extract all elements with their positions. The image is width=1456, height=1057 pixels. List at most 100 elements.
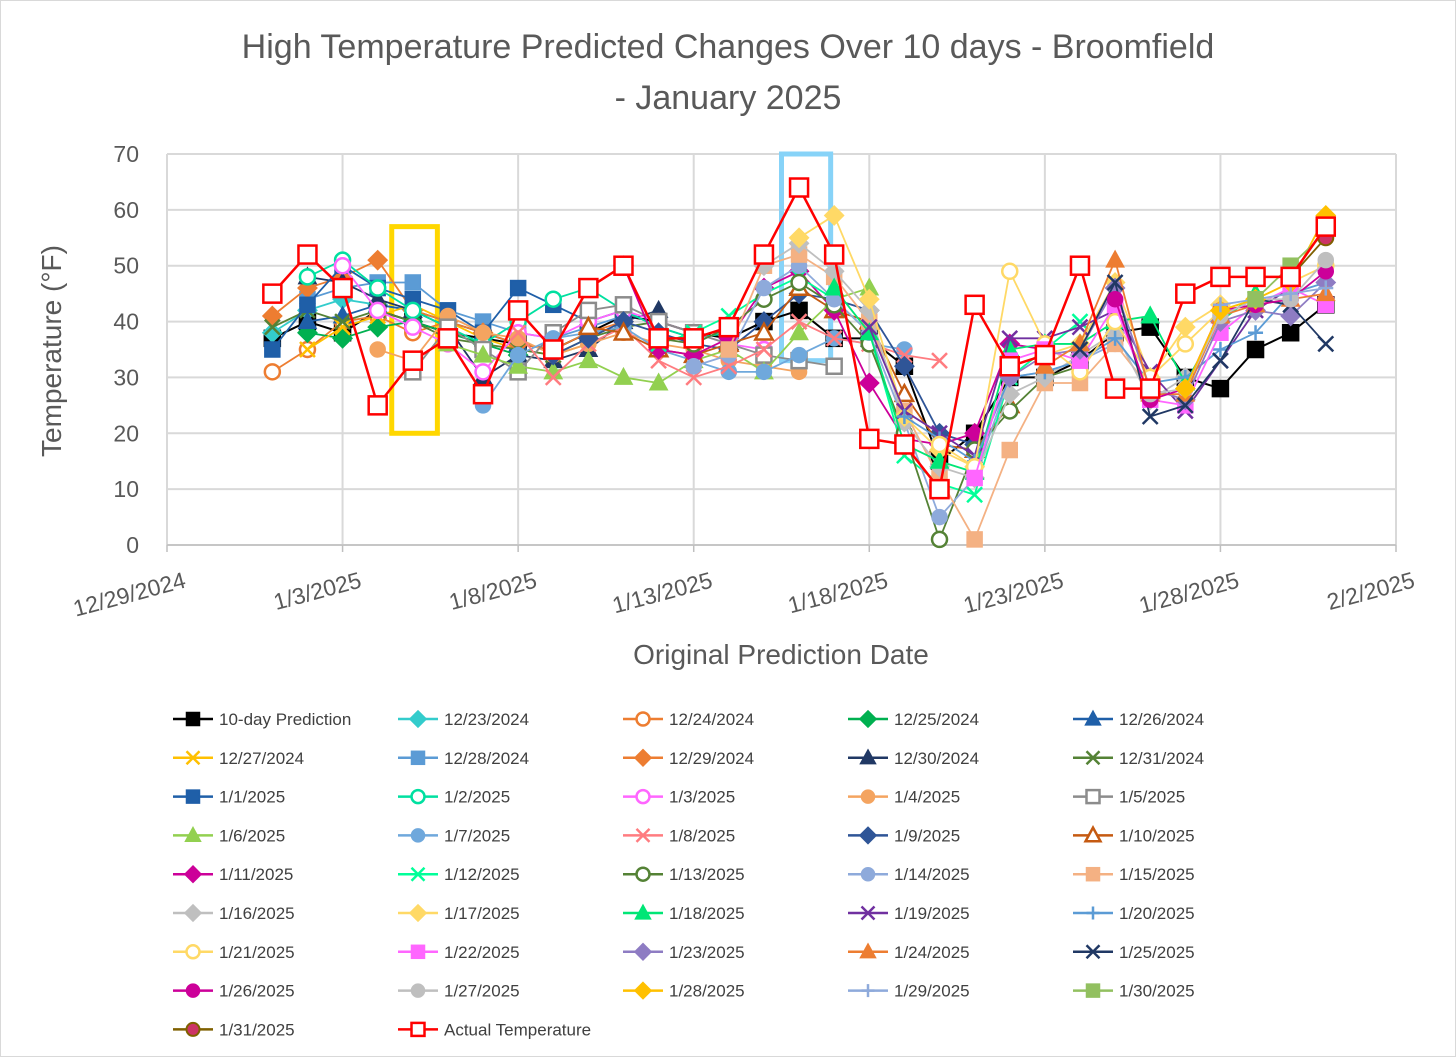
marker-shape (823, 244, 845, 265)
marker-shape (859, 748, 877, 765)
marker-shape (1105, 249, 1125, 268)
marker-shape (297, 311, 318, 330)
legend-item: 12/31/2024 (1073, 749, 1204, 768)
marker-shape (410, 788, 426, 805)
legend-item: 1/9/2025 (848, 826, 960, 845)
data-point (577, 315, 600, 336)
legend-marker (633, 981, 653, 1000)
marker-shape (408, 709, 428, 729)
legend-marker (859, 748, 877, 765)
marker-shape (472, 383, 494, 405)
marker-shape (185, 1021, 201, 1037)
y-tick-label: 10 (113, 476, 139, 502)
legend-label: 10-day Prediction (219, 710, 351, 729)
data-point (1000, 262, 1019, 281)
legend-item: 12/27/2024 (173, 749, 304, 768)
marker-shape (1104, 378, 1126, 399)
data-point (578, 277, 599, 299)
data-point (753, 244, 775, 265)
marker-shape (614, 296, 633, 314)
legend-marker (1085, 944, 1101, 960)
marker-shape (1083, 824, 1103, 843)
data-point (648, 372, 669, 391)
legend-label: 12/27/2024 (219, 749, 304, 768)
legend-item: 1/28/2025 (623, 981, 745, 1001)
marker-shape (1001, 329, 1019, 347)
data-point (685, 358, 702, 375)
data-point (683, 328, 704, 349)
marker-shape (509, 324, 527, 342)
marker-shape (931, 352, 948, 370)
legend-item: 1/17/2025 (398, 903, 520, 923)
y-axis-ticks: 0 10 20 30 40 50 60 70 (113, 141, 139, 558)
marker-shape (634, 903, 652, 920)
data-point (264, 341, 281, 358)
marker-shape (635, 788, 651, 805)
legend-label: 1/18/2025 (669, 904, 745, 923)
data-point (1247, 290, 1264, 308)
marker-shape (1175, 283, 1196, 304)
marker-shape (1139, 378, 1161, 399)
marker-shape (509, 346, 527, 364)
series-actual-temperature (262, 177, 1337, 500)
marker-shape (1071, 341, 1089, 358)
marker-shape (790, 273, 808, 292)
x-axis-title: Original Prediction Date (633, 639, 929, 670)
marker-shape (1034, 344, 1056, 366)
marker-shape (683, 328, 704, 349)
data-point (1174, 378, 1196, 400)
legend-marker (183, 903, 203, 923)
data-point (367, 395, 388, 416)
data-point (333, 256, 352, 275)
data-point (612, 321, 635, 341)
data-point (964, 294, 985, 316)
data-point (755, 363, 773, 381)
marker-shape (860, 905, 876, 921)
marker-shape (368, 279, 387, 297)
marker-shape (332, 277, 353, 299)
marker-shape (578, 277, 599, 299)
marker-shape (185, 750, 201, 766)
data-point (966, 469, 983, 487)
legend-marker (185, 750, 201, 766)
data-point (823, 244, 845, 265)
data-point (1246, 340, 1265, 359)
marker-shape (544, 369, 562, 386)
marker-shape (613, 255, 634, 276)
marker-shape (474, 363, 492, 381)
data-point (509, 330, 527, 347)
data-point (1071, 341, 1089, 358)
marker-shape (824, 277, 845, 296)
data-point (823, 205, 845, 226)
data-point (1245, 266, 1266, 288)
data-point (1104, 378, 1126, 399)
legend-marker (635, 866, 651, 882)
data-point (930, 530, 949, 549)
series-line (307, 281, 624, 340)
data-point (790, 313, 808, 330)
marker-shape (299, 341, 316, 358)
legend-item: 1/2/2025 (398, 788, 510, 807)
marker-shape (720, 341, 738, 358)
legend-label: 1/3/2025 (669, 788, 735, 807)
data-point (966, 486, 984, 504)
marker-shape (297, 244, 318, 265)
marker-shape (298, 268, 317, 286)
legend-marker (408, 903, 428, 923)
legend-label: 1/20/2025 (1119, 904, 1195, 923)
legend-label: 1/13/2025 (669, 865, 745, 884)
data-point (1280, 266, 1301, 288)
legend-item: 10-day Prediction (173, 710, 351, 729)
marker-shape (790, 313, 808, 330)
marker-shape (1071, 318, 1089, 336)
legend-label: 1/28/2025 (669, 982, 745, 1001)
data-series (261, 177, 1337, 549)
data-point (1034, 344, 1056, 366)
marker-shape (437, 328, 459, 349)
legend-label: 1/6/2025 (219, 826, 285, 845)
data-point (1140, 305, 1161, 324)
legend-item: 12/24/2024 (623, 710, 754, 729)
legend-marker (635, 828, 651, 843)
legend-label: 1/31/2025 (219, 1020, 295, 1039)
marker-shape (929, 478, 950, 500)
